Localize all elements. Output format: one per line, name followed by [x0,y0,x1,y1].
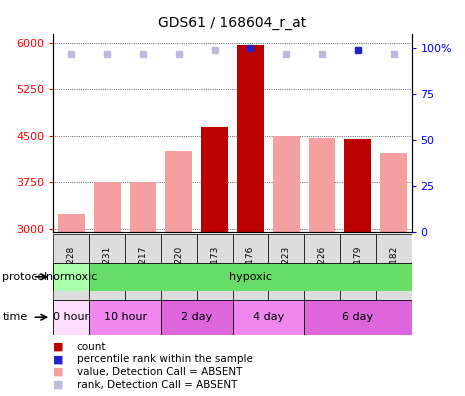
Text: GSM4176: GSM4176 [246,246,255,289]
Bar [232,300,304,335]
Text: normoxic: normoxic [46,272,97,282]
Text: 0 hour: 0 hour [53,312,89,322]
Text: GSM4173: GSM4173 [210,246,219,289]
Text: GSM1217: GSM1217 [139,246,147,289]
Text: ■: ■ [53,379,64,390]
Bar [161,234,197,309]
Text: 10 hour: 10 hour [104,312,146,322]
Text: 6 day: 6 day [342,312,373,322]
Bar [58,214,85,232]
Text: protocol: protocol [2,272,47,282]
Bar [197,234,232,309]
Bar [304,300,412,335]
Bar [125,234,161,309]
Bar [309,137,335,232]
Bar [232,234,268,309]
Bar [53,300,89,335]
Text: 2 day: 2 day [181,312,213,322]
Text: count: count [77,341,106,352]
Text: ■: ■ [53,367,64,377]
Bar [268,234,304,309]
Bar [53,234,89,309]
Text: 4 day: 4 day [252,312,284,322]
Bar [94,181,120,232]
Bar [273,136,299,232]
Bar [89,234,125,309]
Text: GSM1228: GSM1228 [67,246,76,289]
Bar [304,234,340,309]
Text: rank, Detection Call = ABSENT: rank, Detection Call = ABSENT [77,379,237,390]
Text: hypoxic: hypoxic [229,272,272,282]
Bar [345,139,371,232]
Bar [89,300,161,335]
Bar [201,127,228,232]
Text: ■: ■ [53,341,64,352]
Bar [380,153,407,232]
Text: GSM1226: GSM1226 [318,246,326,289]
Bar [166,151,192,232]
Bar [53,263,89,291]
Text: GSM1220: GSM1220 [174,246,183,289]
Title: GDS61 / 168604_r_at: GDS61 / 168604_r_at [159,16,306,30]
Bar [237,46,264,232]
Text: ■: ■ [53,354,64,364]
Bar [161,300,232,335]
Text: GSM4182: GSM4182 [389,246,398,289]
Text: percentile rank within the sample: percentile rank within the sample [77,354,252,364]
Text: GSM1231: GSM1231 [103,246,112,289]
Text: time: time [2,312,27,322]
Bar [130,181,156,232]
Bar [340,234,376,309]
Text: GSM4179: GSM4179 [353,246,362,289]
Bar [376,234,412,309]
Text: value, Detection Call = ABSENT: value, Detection Call = ABSENT [77,367,242,377]
Text: GSM1223: GSM1223 [282,246,291,289]
